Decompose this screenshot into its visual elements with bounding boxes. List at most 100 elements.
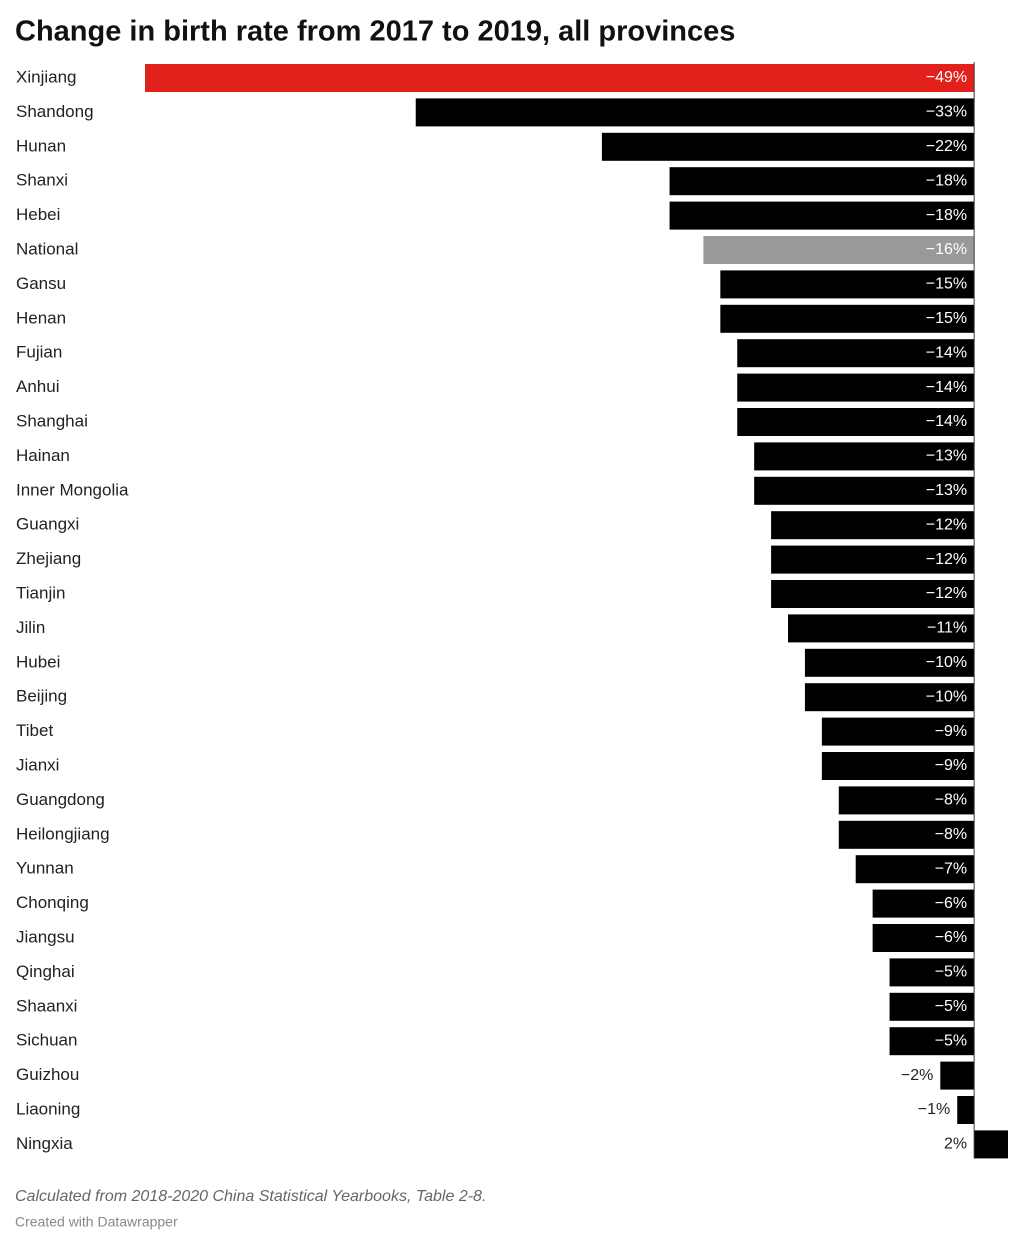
value-label: −12% <box>926 516 967 533</box>
bar <box>838 786 975 815</box>
credit-note: Created with Datawrapper <box>15 1214 178 1230</box>
bar <box>415 98 975 127</box>
bar <box>821 717 975 746</box>
bar <box>872 924 975 952</box>
bar <box>804 648 975 677</box>
category-label: Henan <box>16 308 66 327</box>
value-label: −9% <box>935 723 967 740</box>
bar <box>737 339 975 368</box>
category-label: Tibet <box>16 721 53 740</box>
category-label: Qinghai <box>16 962 75 981</box>
value-label: −14% <box>926 413 967 430</box>
category-label: Chonqing <box>16 893 89 912</box>
category-label: Hainan <box>16 446 70 465</box>
category-label: Fujian <box>16 343 62 362</box>
value-label: −6% <box>935 929 967 946</box>
bar <box>771 545 975 574</box>
bar <box>754 442 975 471</box>
category-label: Xinjiang <box>16 67 77 86</box>
category-label: Hebei <box>16 205 60 224</box>
value-label: −15% <box>926 310 967 327</box>
bar <box>788 614 975 643</box>
bar <box>821 752 975 780</box>
category-label: Jiangsu <box>16 927 75 946</box>
category-label: Heilongjiang <box>16 824 110 843</box>
value-label: −13% <box>926 482 967 499</box>
bar <box>771 511 975 540</box>
bar <box>872 889 975 918</box>
value-label: −18% <box>926 207 967 224</box>
bar <box>940 1061 975 1090</box>
value-label: −6% <box>935 895 967 912</box>
category-label: Shanxi <box>16 171 68 190</box>
value-label: −1% <box>918 1101 950 1118</box>
value-label: −22% <box>926 138 967 155</box>
value-label: −12% <box>926 585 967 602</box>
category-label: Shandong <box>16 102 94 121</box>
category-label: Zhejiang <box>16 549 81 568</box>
bar <box>601 132 975 161</box>
bar <box>703 236 975 264</box>
bar <box>669 167 975 196</box>
value-label: −10% <box>926 654 967 671</box>
bar <box>838 820 975 849</box>
value-label: 2% <box>944 1136 967 1153</box>
value-label: −49% <box>926 69 967 86</box>
category-label: Liaoning <box>16 1099 80 1118</box>
value-label: −9% <box>935 757 967 774</box>
category-label: Hubei <box>16 652 60 671</box>
bar <box>889 958 975 987</box>
value-label: −14% <box>926 344 967 361</box>
category-label: Ningxia <box>16 1134 73 1153</box>
value-label: −14% <box>926 379 967 396</box>
category-label: Hunan <box>16 136 66 155</box>
value-label: −2% <box>901 1067 933 1084</box>
value-label: −11% <box>927 620 967 637</box>
value-label: −10% <box>926 688 967 705</box>
value-label: −16% <box>926 241 967 258</box>
value-label: −5% <box>935 964 967 981</box>
category-label: Tianjin <box>16 583 65 602</box>
category-label: Jianxi <box>16 755 59 774</box>
value-label: −8% <box>935 792 967 809</box>
category-label: Sichuan <box>16 1031 77 1050</box>
category-label: Yunnan <box>16 859 74 878</box>
category-label: Shaanxi <box>16 996 77 1015</box>
category-label: Guizhou <box>16 1065 79 1084</box>
value-label: −8% <box>935 826 967 843</box>
bar <box>720 270 975 299</box>
category-label: Guangdong <box>16 790 105 809</box>
chart-title: Change in birth rate from 2017 to 2019, … <box>15 16 735 48</box>
category-label: Shanghai <box>16 411 88 430</box>
bar <box>771 580 975 608</box>
value-label: −33% <box>926 104 967 121</box>
value-label: −7% <box>935 860 967 877</box>
category-label: Anhui <box>16 377 59 396</box>
bar <box>855 855 975 884</box>
bar <box>804 683 975 712</box>
bar <box>889 1027 975 1056</box>
bar <box>737 408 975 436</box>
bar <box>889 992 975 1021</box>
source-note: Calculated from 2018-2020 China Statisti… <box>15 1188 486 1205</box>
value-label: −5% <box>935 998 967 1015</box>
value-label: −18% <box>926 172 967 189</box>
bar <box>720 304 975 333</box>
value-label: −5% <box>935 1032 967 1049</box>
bar <box>669 201 975 230</box>
value-label: −12% <box>926 551 967 568</box>
category-label: Beijing <box>16 687 67 706</box>
bar <box>974 1130 1008 1159</box>
bar <box>145 64 975 92</box>
category-label: Inner Mongolia <box>16 480 129 499</box>
bar <box>737 373 975 402</box>
category-label: Jilin <box>16 618 45 637</box>
category-label: Gansu <box>16 274 66 293</box>
category-label: National <box>16 239 78 258</box>
bar <box>754 476 975 505</box>
bar <box>957 1096 975 1124</box>
value-label: −13% <box>926 448 967 465</box>
category-label: Guangxi <box>16 515 79 534</box>
value-label: −15% <box>926 276 967 293</box>
